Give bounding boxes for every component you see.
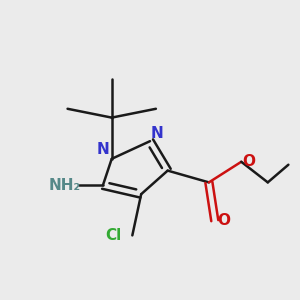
Text: N: N: [151, 126, 164, 141]
Text: Cl: Cl: [105, 228, 121, 243]
Text: N: N: [97, 142, 109, 158]
Text: O: O: [242, 154, 255, 169]
Text: O: O: [217, 213, 230, 228]
Text: NH₂: NH₂: [49, 178, 81, 193]
